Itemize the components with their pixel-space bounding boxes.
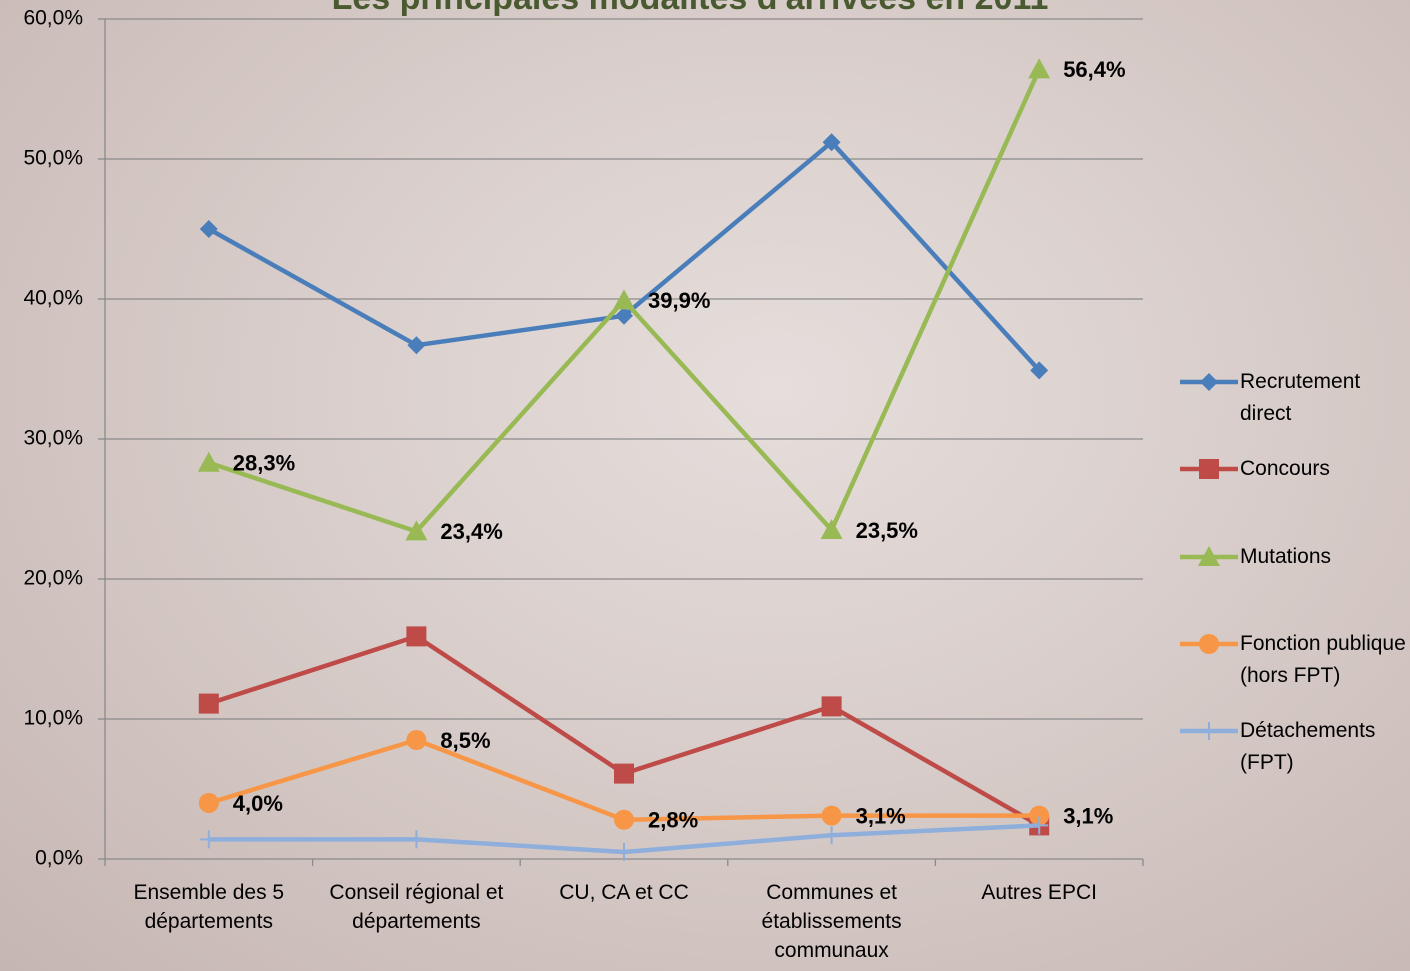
y-tick-label: 10,0% xyxy=(23,707,83,730)
legend-label: Concours xyxy=(1240,457,1330,480)
legend-marker xyxy=(1200,373,1218,391)
marker xyxy=(1030,361,1049,380)
y-tick-label: 30,0% xyxy=(23,427,83,450)
marker xyxy=(199,830,218,849)
line xyxy=(208,634,1041,828)
x-tick-label: Ensemble des 5 départements xyxy=(133,881,285,933)
marker xyxy=(822,826,841,845)
legend-label: Recrutement direct xyxy=(1240,370,1361,425)
marker xyxy=(821,805,842,826)
series xyxy=(197,58,1051,541)
marker xyxy=(199,220,218,238)
legend-label: Fonction publique (hors FPT) xyxy=(1240,632,1406,687)
x-tick-label: CU, CA et CC xyxy=(559,881,689,904)
y-tick-label: 40,0% xyxy=(23,287,83,310)
marker xyxy=(1029,805,1050,826)
y-tick-label: 50,0% xyxy=(23,147,83,170)
marker xyxy=(197,451,220,472)
x-tick-label: Conseil régional et départements xyxy=(329,881,504,933)
value-label: 3,1% xyxy=(1063,803,1113,828)
marker xyxy=(821,696,842,717)
value-label: 56,4% xyxy=(1063,57,1125,82)
marker xyxy=(406,730,427,750)
marker xyxy=(407,336,426,355)
legend-marker xyxy=(1199,634,1219,654)
value-label: 8,5% xyxy=(440,728,490,753)
marker xyxy=(406,626,427,647)
marker xyxy=(615,306,633,325)
marker xyxy=(407,830,426,849)
legend-label: Mutations xyxy=(1240,545,1332,568)
series xyxy=(199,133,1049,380)
value-label: 23,4% xyxy=(440,519,502,544)
marker xyxy=(615,843,633,861)
series xyxy=(198,730,1050,830)
line xyxy=(207,139,1041,372)
legend-marker xyxy=(1200,722,1218,740)
marker xyxy=(198,793,219,813)
x-tick-label: Communes et établissements communaux xyxy=(761,881,902,962)
marker xyxy=(822,133,841,152)
legend-marker xyxy=(1198,546,1220,566)
series xyxy=(199,816,1049,861)
value-label: 39,9% xyxy=(648,288,710,313)
legend-label: Détachements (FPT) xyxy=(1240,719,1376,774)
y-tick-label: 20,0% xyxy=(23,567,83,590)
y-tick-label: 0,0% xyxy=(35,847,83,870)
value-label: 23,5% xyxy=(856,518,918,543)
marker xyxy=(614,809,634,830)
value-label: 28,3% xyxy=(233,451,295,476)
value-label: 2,8% xyxy=(648,808,698,833)
chart-title: Les principales modalités d'arrivées en … xyxy=(332,0,1049,17)
value-label: 4,0% xyxy=(233,791,283,816)
marker xyxy=(1028,58,1051,79)
series xyxy=(198,626,1050,836)
marker xyxy=(1030,816,1049,835)
y-tick-label: 60,0% xyxy=(23,7,83,30)
value-label: 3,1% xyxy=(856,803,906,828)
marker xyxy=(613,289,635,310)
marker xyxy=(405,520,428,541)
marker xyxy=(198,693,219,714)
marker xyxy=(820,519,843,539)
marker xyxy=(614,763,634,784)
x-tick-label: Autres EPCI xyxy=(981,881,1097,904)
legend-marker xyxy=(1199,459,1219,479)
